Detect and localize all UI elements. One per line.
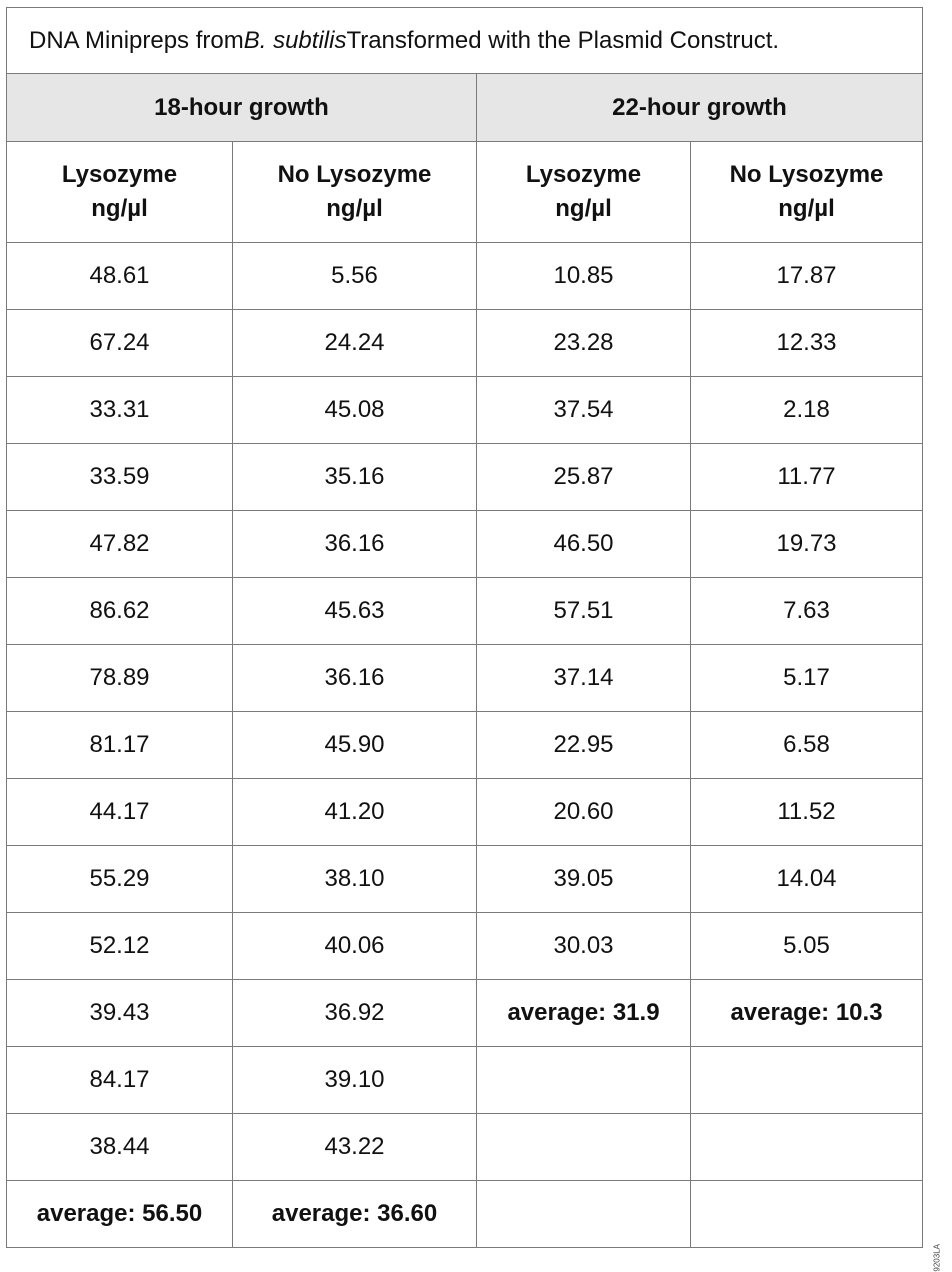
table-row: 38.44 43.22 [7, 1114, 923, 1181]
table-row: 48.61 5.56 10.85 17.87 [7, 243, 923, 310]
table-cell: 23.28 [477, 310, 691, 377]
table-body: 48.61 5.56 10.85 17.87 67.24 24.24 23.28 12.33 3… [7, 243, 923, 1248]
table-cell: 36.92 [233, 980, 477, 1047]
table-cell: 84.17 [7, 1047, 233, 1114]
table-cell: 7.63 [691, 578, 923, 645]
column-header-row: Lysozyme ng/µl No Lysozyme ng/µl Lysozym… [7, 142, 923, 243]
table-cell: 37.14 [477, 645, 691, 712]
table-cell: 38.10 [233, 846, 477, 913]
table-cell: 44.17 [7, 779, 233, 846]
column-header-unit: ng/µl [778, 195, 835, 222]
table-cell: 43.22 [233, 1114, 477, 1181]
table-cell: 17.87 [691, 243, 923, 310]
table-row: average: 56.50 average: 36.60 [7, 1181, 923, 1248]
caption-organism: B. subtilis [243, 26, 347, 54]
table-cell: 55.29 [7, 846, 233, 913]
table-cell: 5.17 [691, 645, 923, 712]
table-cell: 39.10 [233, 1047, 477, 1114]
table-cell: 12.33 [691, 310, 923, 377]
group-header-row: 18-hour growth 22-hour growth [7, 74, 923, 142]
table-cell: 25.87 [477, 444, 691, 511]
figure-code: 9203LA [933, 1244, 942, 1272]
table-cell: 52.12 [7, 913, 233, 980]
column-header: No Lysozyme ng/µl [691, 142, 923, 243]
group-header-18h: 18-hour growth [7, 74, 477, 142]
table-cell: average: 31.9 [477, 980, 691, 1047]
column-header-name: No Lysozyme [729, 161, 884, 188]
table-cell [477, 1114, 691, 1181]
table-cell [691, 1047, 923, 1114]
table-cell: 45.63 [233, 578, 477, 645]
table-cell: 39.05 [477, 846, 691, 913]
table-cell: 14.04 [691, 846, 923, 913]
column-header: Lysozyme ng/µl [7, 142, 233, 243]
table-cell: 57.51 [477, 578, 691, 645]
table-cell: 45.08 [233, 377, 477, 444]
table-cell: 81.17 [7, 712, 233, 779]
column-header-name: Lysozyme [525, 161, 642, 188]
table-cell: 35.16 [233, 444, 477, 511]
column-header-name: Lysozyme [61, 161, 178, 188]
table-cell: 33.59 [7, 444, 233, 511]
table-cell: 5.05 [691, 913, 923, 980]
table-cell: 36.16 [233, 511, 477, 578]
table-row: 52.12 40.06 30.03 5.05 [7, 913, 923, 980]
table-cell: 10.85 [477, 243, 691, 310]
table-cell: 33.31 [7, 377, 233, 444]
table-cell: 78.89 [7, 645, 233, 712]
column-header: Lysozyme ng/µl [477, 142, 691, 243]
table-row: 55.29 38.10 39.05 14.04 [7, 846, 923, 913]
table-cell: 22.95 [477, 712, 691, 779]
table-cell: 30.03 [477, 913, 691, 980]
column-header-unit: ng/µl [91, 195, 148, 222]
table-cell: 46.50 [477, 511, 691, 578]
table-cell: average: 56.50 [7, 1181, 233, 1248]
table-cell [691, 1181, 923, 1248]
table-row: 67.24 24.24 23.28 12.33 [7, 310, 923, 377]
table-row: 44.17 41.20 20.60 11.52 [7, 779, 923, 846]
table-row: 33.59 35.16 25.87 11.77 [7, 444, 923, 511]
table-cell [477, 1047, 691, 1114]
caption-prefix: DNA Minipreps from [29, 26, 244, 54]
table-cell [477, 1181, 691, 1248]
table-cell: 39.43 [7, 980, 233, 1047]
table-cell: average: 10.3 [691, 980, 923, 1047]
column-header-name: No Lysozyme [277, 161, 432, 188]
table-cell: 11.77 [691, 444, 923, 511]
caption-suffix: Transformed with the Plasmid Construct. [346, 26, 780, 54]
data-table: DNA Minipreps from B. subtilis Transform… [6, 7, 923, 1248]
table-cell: 6.58 [691, 712, 923, 779]
table-caption: DNA Minipreps from B. subtilis Transform… [7, 8, 923, 74]
table-cell: 2.18 [691, 377, 923, 444]
table-row: 81.17 45.90 22.95 6.58 [7, 712, 923, 779]
column-header: No Lysozyme ng/µl [233, 142, 477, 243]
table-cell: 47.82 [7, 511, 233, 578]
table-cell: average: 36.60 [233, 1181, 477, 1248]
table-row: 47.82 36.16 46.50 19.73 [7, 511, 923, 578]
table-cell: 38.44 [7, 1114, 233, 1181]
table-cell: 11.52 [691, 779, 923, 846]
table-cell: 86.62 [7, 578, 233, 645]
table-cell: 37.54 [477, 377, 691, 444]
table-cell: 20.60 [477, 779, 691, 846]
table-cell: 36.16 [233, 645, 477, 712]
table-row: 39.43 36.92 average: 31.9 average: 10.3 [7, 980, 923, 1047]
table-row: 33.31 45.08 37.54 2.18 [7, 377, 923, 444]
column-header-unit: ng/µl [555, 195, 612, 222]
table-cell: 19.73 [691, 511, 923, 578]
group-header-22h: 22-hour growth [477, 74, 923, 142]
column-header-unit: ng/µl [326, 195, 383, 222]
table-cell [691, 1114, 923, 1181]
table-cell: 24.24 [233, 310, 477, 377]
table-cell: 5.56 [233, 243, 477, 310]
table-cell: 48.61 [7, 243, 233, 310]
table-cell: 41.20 [233, 779, 477, 846]
table-cell: 45.90 [233, 712, 477, 779]
table-cell: 67.24 [7, 310, 233, 377]
table-cell: 40.06 [233, 913, 477, 980]
table-row: 84.17 39.10 [7, 1047, 923, 1114]
table-row: 78.89 36.16 37.14 5.17 [7, 645, 923, 712]
table-row: 86.62 45.63 57.51 7.63 [7, 578, 923, 645]
